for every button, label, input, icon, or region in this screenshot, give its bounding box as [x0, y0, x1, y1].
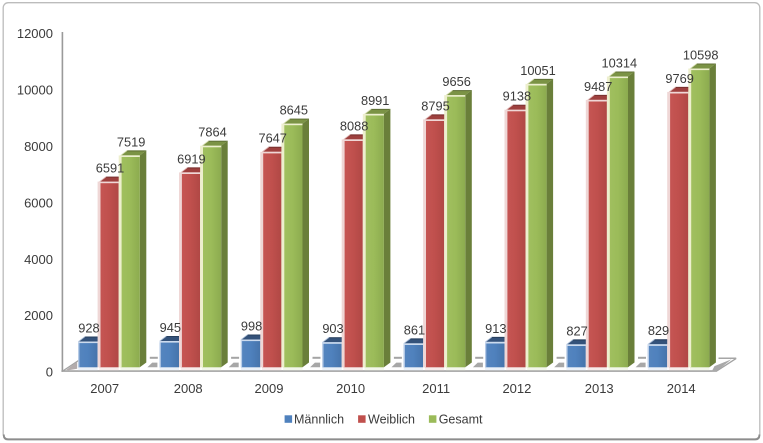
- svg-text:945: 945: [160, 320, 181, 335]
- svg-text:8991: 8991: [361, 93, 389, 108]
- svg-text:7647: 7647: [258, 131, 286, 146]
- svg-text:Weiblich: Weiblich: [368, 412, 415, 426]
- svg-text:6591: 6591: [96, 161, 124, 176]
- svg-text:2011: 2011: [422, 381, 450, 396]
- svg-text:8795: 8795: [421, 98, 449, 113]
- svg-text:998: 998: [241, 318, 262, 333]
- svg-text:6919: 6919: [177, 151, 205, 166]
- svg-text:9487: 9487: [584, 79, 612, 94]
- svg-text:0: 0: [46, 365, 53, 380]
- svg-text:8000: 8000: [24, 139, 53, 154]
- svg-text:7864: 7864: [198, 125, 226, 140]
- svg-text:2009: 2009: [255, 381, 284, 396]
- svg-text:2010: 2010: [336, 381, 365, 396]
- svg-text:Gesamt: Gesamt: [439, 412, 483, 426]
- svg-text:2013: 2013: [585, 381, 614, 396]
- svg-text:928: 928: [78, 320, 99, 335]
- svg-text:903: 903: [322, 321, 343, 336]
- svg-text:2012: 2012: [502, 381, 531, 396]
- svg-text:12000: 12000: [17, 26, 53, 41]
- svg-text:2008: 2008: [174, 381, 203, 396]
- svg-text:10051: 10051: [520, 63, 556, 78]
- svg-text:861: 861: [404, 322, 425, 337]
- svg-text:10000: 10000: [17, 83, 53, 98]
- svg-text:6000: 6000: [24, 195, 53, 210]
- svg-text:9769: 9769: [665, 71, 693, 86]
- svg-text:4000: 4000: [24, 252, 53, 267]
- svg-text:913: 913: [485, 321, 506, 336]
- svg-text:829: 829: [648, 323, 669, 338]
- svg-text:10314: 10314: [602, 55, 638, 70]
- svg-text:9138: 9138: [503, 89, 531, 104]
- svg-text:8088: 8088: [340, 118, 368, 133]
- svg-text:7519: 7519: [117, 134, 145, 149]
- svg-text:9656: 9656: [442, 74, 470, 89]
- svg-text:2014: 2014: [667, 381, 696, 396]
- svg-text:827: 827: [566, 323, 587, 338]
- svg-text:8645: 8645: [280, 103, 308, 118]
- svg-text:2007: 2007: [90, 381, 119, 396]
- svg-text:10598: 10598: [683, 47, 719, 62]
- svg-text:Männlich: Männlich: [294, 412, 344, 426]
- svg-text:2000: 2000: [24, 308, 53, 323]
